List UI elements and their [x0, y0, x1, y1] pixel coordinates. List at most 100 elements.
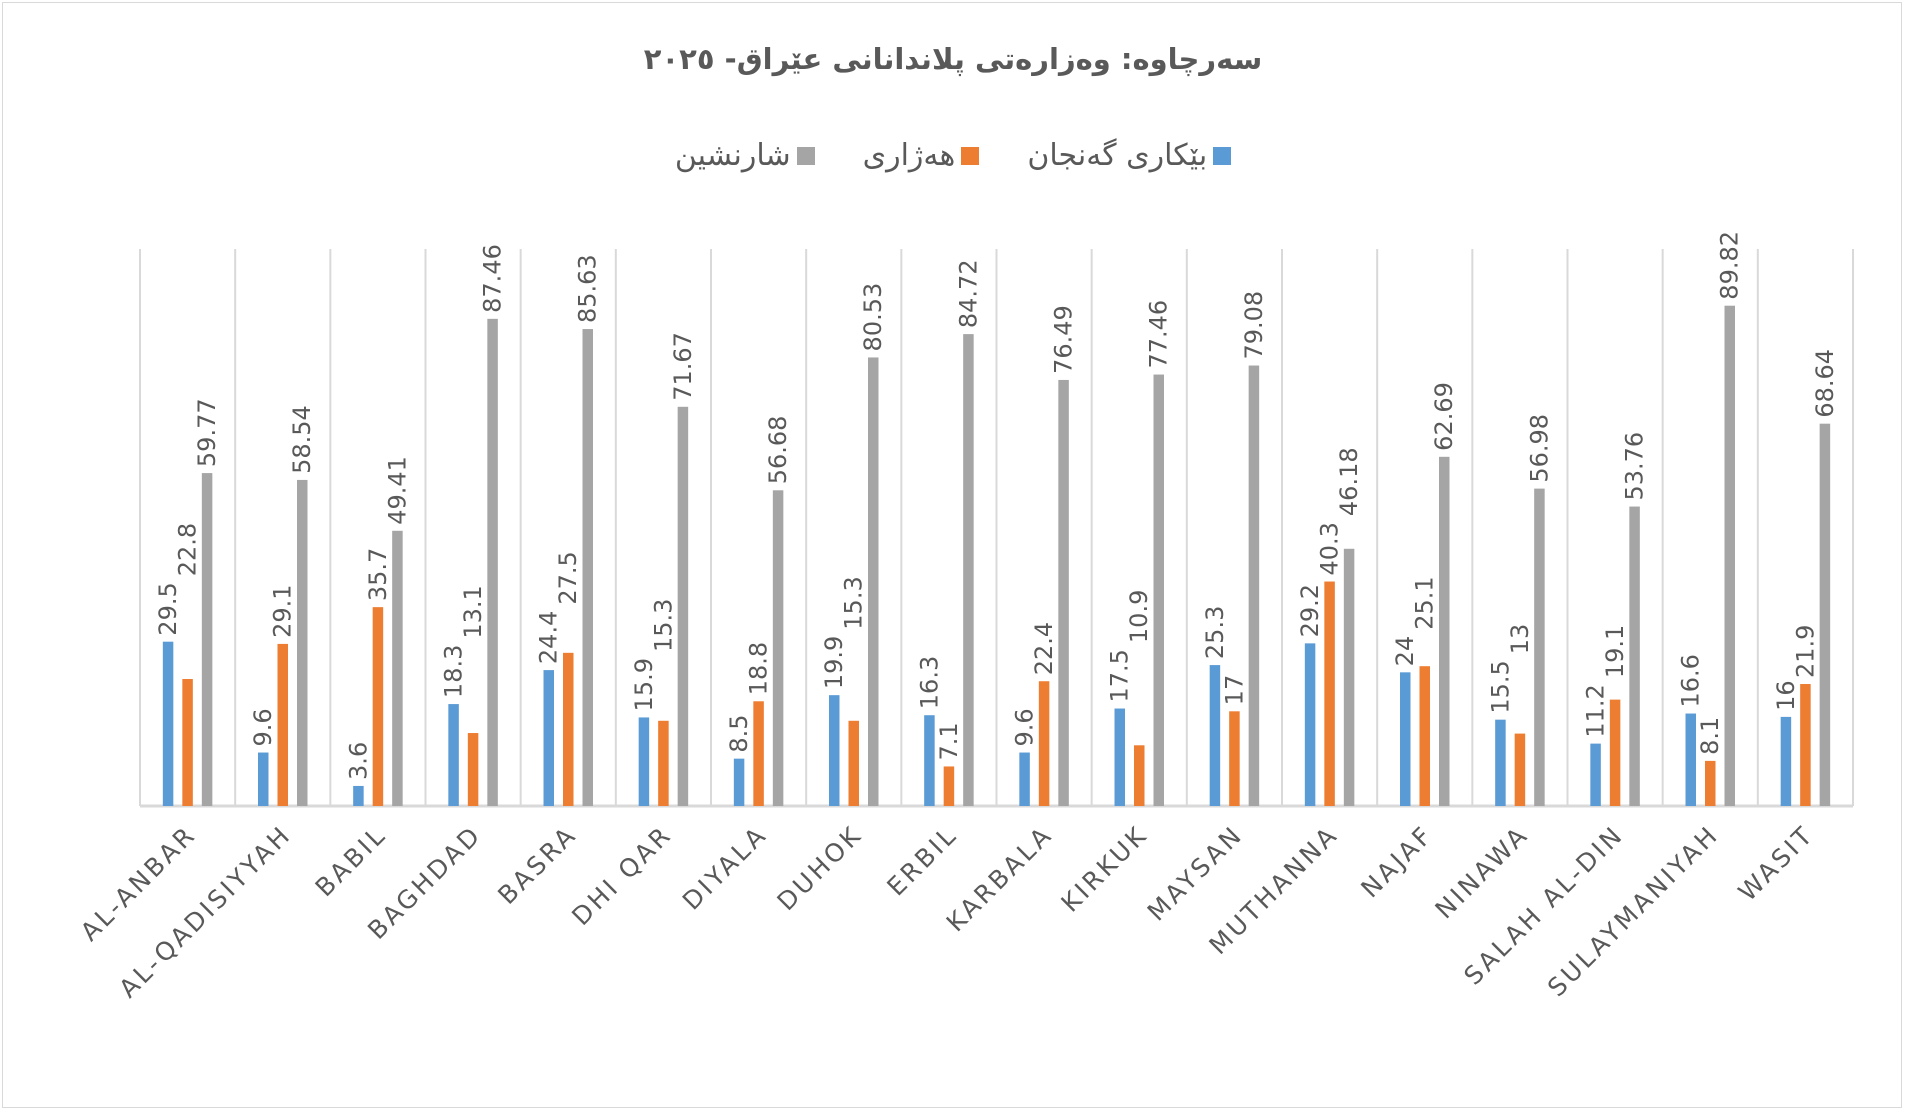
data-label: 46.18: [1335, 447, 1363, 516]
bar: [1038, 681, 1050, 806]
data-label: 19.9: [820, 636, 848, 689]
bar: [848, 720, 859, 806]
data-label: 24.4: [535, 611, 563, 664]
bar: [182, 679, 193, 806]
data-label: 18.3: [440, 645, 468, 698]
bar: [258, 752, 269, 806]
data-label: 85.63: [574, 254, 602, 323]
data-label: 40.3: [1316, 522, 1344, 575]
category-label: SALAH AL-DIN: [1458, 820, 1629, 991]
bar: [1439, 456, 1450, 806]
bar: [392, 530, 403, 806]
data-label: 80.53: [859, 283, 887, 352]
bar: [1343, 548, 1355, 806]
bar: [1209, 665, 1221, 806]
bar: [1780, 716, 1792, 806]
data-label: 89.82: [1716, 231, 1744, 300]
data-label: 29.2: [1296, 584, 1324, 637]
data-label: 21.9: [1791, 625, 1819, 678]
category-label: WASIT: [1733, 820, 1820, 907]
bar: [677, 406, 689, 806]
data-label: 62.69: [1430, 382, 1458, 451]
data-label: 35.7: [364, 548, 392, 601]
data-label: 22.4: [1030, 622, 1058, 675]
data-label: 15.3: [840, 576, 868, 629]
bar: [353, 785, 364, 806]
category-label: ERBIL: [881, 820, 963, 902]
bar: [1229, 711, 1240, 806]
data-label: 17: [1220, 675, 1248, 706]
data-label: 56.68: [764, 416, 792, 485]
bar: [1058, 379, 1069, 806]
category-label: AL-QADISIYYAH: [113, 820, 297, 1004]
bar: [297, 479, 308, 806]
data-label: 71.67: [669, 332, 697, 401]
data-label: 3.6: [344, 742, 372, 780]
bar: [543, 670, 554, 806]
category-label: BABIL: [310, 820, 393, 903]
data-label: 16: [1772, 680, 1800, 711]
bar: [1705, 760, 1716, 806]
data-label: 16.6: [1677, 654, 1705, 707]
bar: [924, 715, 935, 806]
data-label: 9.6: [249, 708, 277, 746]
category-label: NINAWA: [1430, 820, 1535, 925]
legend-swatch: [796, 146, 815, 165]
legend-swatch: [961, 146, 980, 165]
category-label: BASRA: [492, 820, 582, 910]
bar: [1495, 719, 1506, 806]
bar: [1800, 684, 1811, 806]
bar: [1514, 733, 1526, 806]
bar: [1590, 743, 1601, 806]
bar: [1629, 506, 1640, 806]
bar: [1153, 374, 1164, 806]
bar: [487, 318, 498, 806]
bar: [1114, 708, 1125, 806]
bar: [1419, 666, 1430, 806]
legend-label: شارنشین: [674, 138, 791, 173]
bar: [943, 766, 955, 806]
bar: [829, 695, 840, 806]
bar: [162, 641, 174, 806]
bar: [868, 357, 879, 806]
bar: [448, 704, 459, 806]
bar: [1324, 581, 1335, 806]
legend-label: بێکاری گەنجان: [1027, 138, 1208, 173]
data-label: 16.3: [915, 656, 943, 709]
bar: [1685, 713, 1696, 806]
data-label: 13: [1506, 624, 1534, 655]
bar: [1400, 672, 1411, 806]
data-label: 13.1: [459, 585, 487, 638]
legend-item-youth-unemployment: بێکاری گەنجان: [1027, 138, 1232, 173]
bar: [582, 329, 593, 806]
bar: [277, 643, 288, 806]
bar: [772, 490, 784, 806]
bar: [1819, 423, 1831, 806]
data-label: 68.64: [1811, 349, 1839, 418]
data-label: 15.5: [1486, 660, 1514, 713]
legend-label: هەژاری: [862, 138, 956, 173]
data-label: 10.9: [1125, 590, 1153, 643]
data-label: 8.5: [725, 714, 753, 752]
bar: [963, 334, 974, 806]
data-label: 84.72: [954, 259, 982, 328]
bar: [638, 717, 650, 806]
legend: بێکاری گەنجان هەژاری شارنشین: [0, 138, 1906, 173]
category-label: NAJAF: [1355, 820, 1439, 904]
data-label: 58.54: [288, 405, 316, 474]
data-label: 25.1: [1411, 576, 1439, 629]
category-label: DUHOK: [772, 820, 868, 916]
bar: [1304, 643, 1316, 806]
data-label: 15.9: [630, 658, 658, 711]
data-label: 49.41: [383, 456, 411, 525]
legend-swatch: [1213, 146, 1232, 165]
bar: [1534, 488, 1545, 806]
legend-item-poverty: هەژاری: [863, 138, 980, 173]
bar: [1724, 305, 1735, 806]
data-label: 87.46: [479, 244, 507, 313]
bar: [372, 607, 384, 806]
chart-title: سەرچاوە: وەزارەتی پلاندانانی عێراق- ٢٠٢٥: [643, 42, 1263, 76]
data-label: 56.98: [1525, 414, 1553, 483]
data-label: 29.5: [154, 582, 182, 635]
